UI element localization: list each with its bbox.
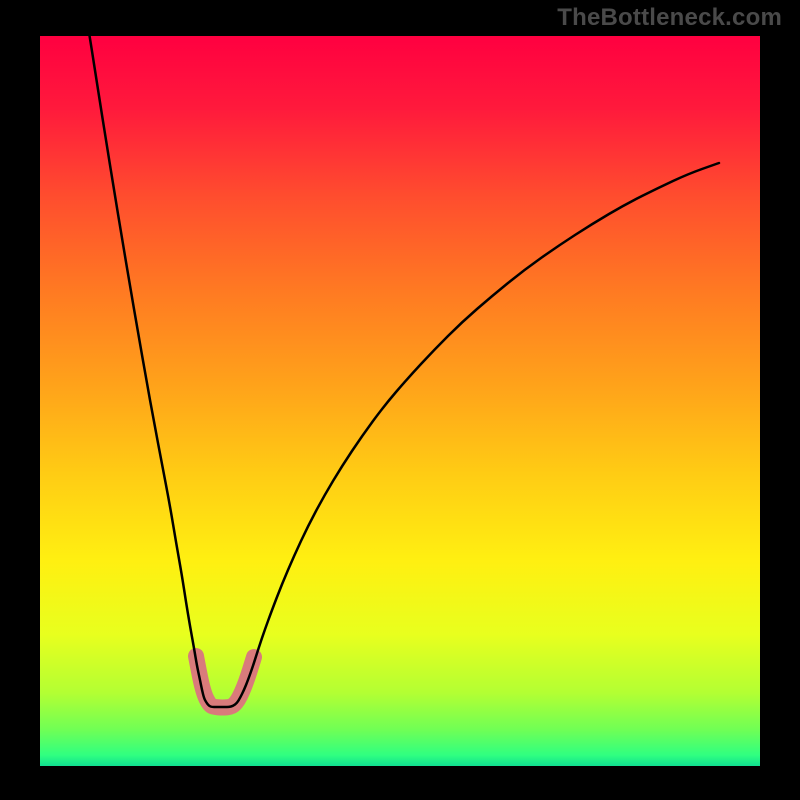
watermark-text: TheBottleneck.com xyxy=(557,4,782,32)
chart-root: TheBottleneck.com xyxy=(0,0,800,800)
v-curve-line xyxy=(82,0,719,707)
plot-area xyxy=(40,36,760,766)
bottleneck-curve xyxy=(40,36,760,766)
